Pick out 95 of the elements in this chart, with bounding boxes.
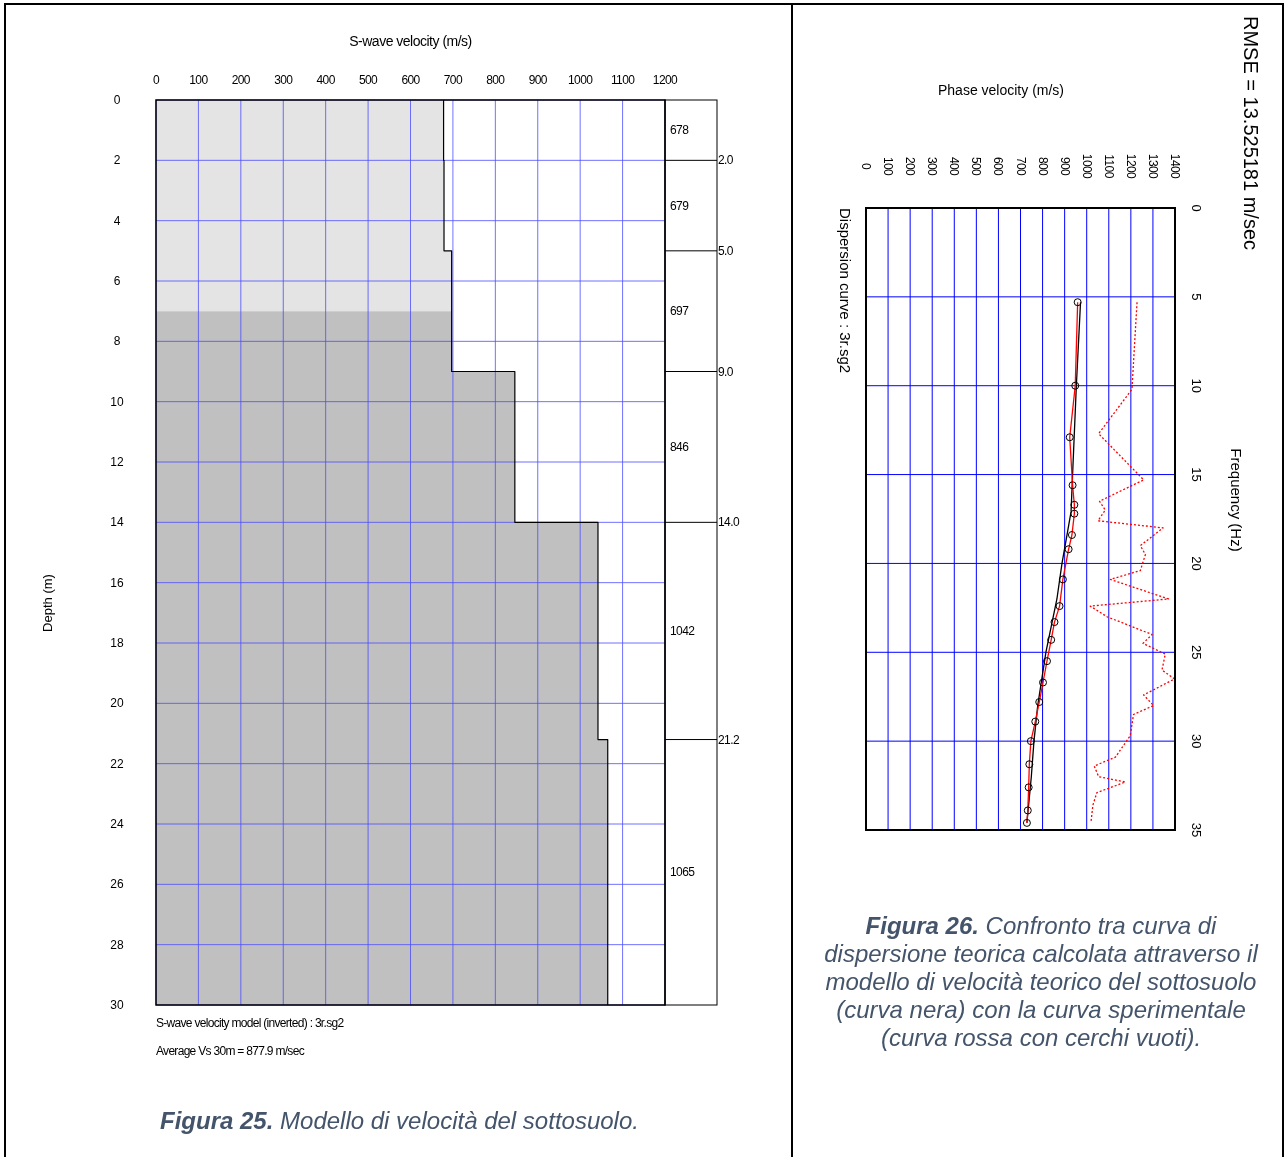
point [1039, 678, 1048, 687]
text: 1042 [670, 623, 696, 638]
point [1064, 545, 1073, 554]
x-tick-label: 500 [969, 156, 984, 177]
y-tick-label: 10 [1189, 378, 1204, 393]
text: Average Vs 30m = 877.9 m/sec [156, 1044, 305, 1058]
x-tick-label: 800 [1035, 156, 1050, 177]
point [1035, 698, 1044, 707]
x-axis-title: Phase velocity (m/s) [937, 82, 1065, 98]
ref-line-label: 9.0 [718, 364, 734, 379]
x-tick-label: 0 [859, 162, 873, 170]
y-tick-label: 10 [110, 394, 124, 409]
y-tick-label: 20 [110, 696, 124, 711]
text: S-wave velocity model (inverted) : 3r.sg2 [156, 1016, 345, 1030]
text: Dispersion curve : 3r.sg2 [837, 208, 854, 374]
y-tick-label: 28 [110, 937, 124, 952]
point [1055, 602, 1064, 611]
point [1058, 575, 1067, 584]
point [1067, 530, 1076, 539]
x-tick-label: 300 [274, 73, 294, 87]
point [1025, 760, 1034, 769]
point [1073, 298, 1082, 307]
y-axis-title: Frequency (Hz) [1228, 448, 1245, 552]
x-tick-label: 1200 [652, 73, 679, 87]
y-tick-label: 25 [1189, 645, 1204, 660]
y-tick-label: 26 [110, 877, 124, 892]
y-tick-label: 18 [110, 636, 124, 650]
x-tick-label: 400 [947, 156, 962, 177]
y-tick-label: 15 [1189, 467, 1204, 482]
y-tick-label: 0 [113, 93, 121, 107]
y-tick-label: 4 [113, 213, 121, 228]
x-tick-label: 1000 [1079, 153, 1094, 180]
x-tick-label: 800 [486, 73, 506, 87]
y-tick-label: 2 [113, 153, 121, 168]
point [1047, 635, 1056, 644]
x-tick-label: 1400 [1168, 153, 1182, 180]
line-series [1089, 301, 1176, 824]
point [1070, 509, 1079, 518]
point [1071, 381, 1080, 390]
point [1050, 618, 1059, 627]
ref-line-label: 2.0 [718, 153, 734, 168]
x-tick-label: 600 [991, 156, 1006, 177]
point [1023, 806, 1032, 815]
point [1065, 433, 1074, 442]
x-tick-label: 700 [443, 73, 463, 87]
y-tick-label: 8 [113, 334, 121, 349]
x-tick-label: 600 [401, 73, 421, 87]
point [1068, 481, 1077, 490]
y-tick-label: 22 [110, 756, 124, 771]
y-tick-label: 5 [1189, 293, 1204, 301]
y-tick-label: 0 [1189, 204, 1204, 212]
x-tick-label: 100 [881, 156, 896, 177]
x-tick-label: 900 [528, 73, 548, 87]
point [1042, 657, 1051, 666]
point [1031, 717, 1040, 726]
x-tick-label: 100 [189, 73, 209, 87]
text: 679 [670, 198, 690, 213]
x-tick-label: 1100 [1101, 154, 1116, 179]
x-tick-label: 1000 [568, 73, 594, 87]
text: 697 [670, 304, 690, 319]
text: Figura 25. Modello di velocità del sottosuolo. [160, 1107, 639, 1134]
y-tick-label: 30 [110, 998, 124, 1012]
text: Figura 26. Confronto tra curva di dispersione teorica calcolata attraverso il modello di velocità teorico del sottosuolo (curva nera) con la curva sperimentale (curva rossa con cerchi vuoti). [824, 912, 1258, 1051]
y-tick-label: 30 [1189, 733, 1204, 749]
x-tick-label: 500 [358, 73, 379, 87]
x-tick-label: 1300 [1145, 153, 1160, 180]
x-tick-label: 0 [152, 73, 160, 87]
ref-line-label: 21.2 [718, 732, 740, 747]
y-axis-title: Depth (m) [40, 574, 55, 632]
x-tick-label: 200 [903, 156, 918, 177]
point [1026, 737, 1035, 746]
ref-line-label: 5.0 [718, 243, 734, 258]
y-tick-label: 6 [113, 274, 121, 288]
text: 1065 [670, 865, 696, 880]
y-tick-label: 16 [110, 575, 124, 590]
x-tick-label: 900 [1057, 156, 1072, 177]
x-tick-label: 700 [1013, 156, 1028, 177]
text: 678 [670, 123, 690, 138]
y-tick-label: 20 [1189, 556, 1204, 571]
x-tick-label: 200 [231, 73, 251, 87]
x-tick-label: 1100 [610, 73, 636, 87]
x-axis-title: S-wave velocity (m/s) [349, 33, 472, 49]
y-tick-label: 14 [110, 515, 124, 530]
text: RMSE = 13.525181 m/sec [1240, 16, 1262, 251]
y-tick-label: 12 [110, 455, 124, 469]
ref-line-label: 14.0 [718, 515, 740, 530]
x-tick-label: 400 [316, 73, 336, 87]
y-tick-label: 24 [110, 817, 124, 831]
text: 846 [670, 439, 690, 454]
x-tick-label: 1200 [1123, 153, 1138, 180]
point [1024, 783, 1033, 792]
point [1022, 818, 1031, 827]
y-tick-label: 35 [1189, 822, 1204, 838]
point [1070, 500, 1079, 509]
x-tick-label: 300 [925, 156, 940, 177]
